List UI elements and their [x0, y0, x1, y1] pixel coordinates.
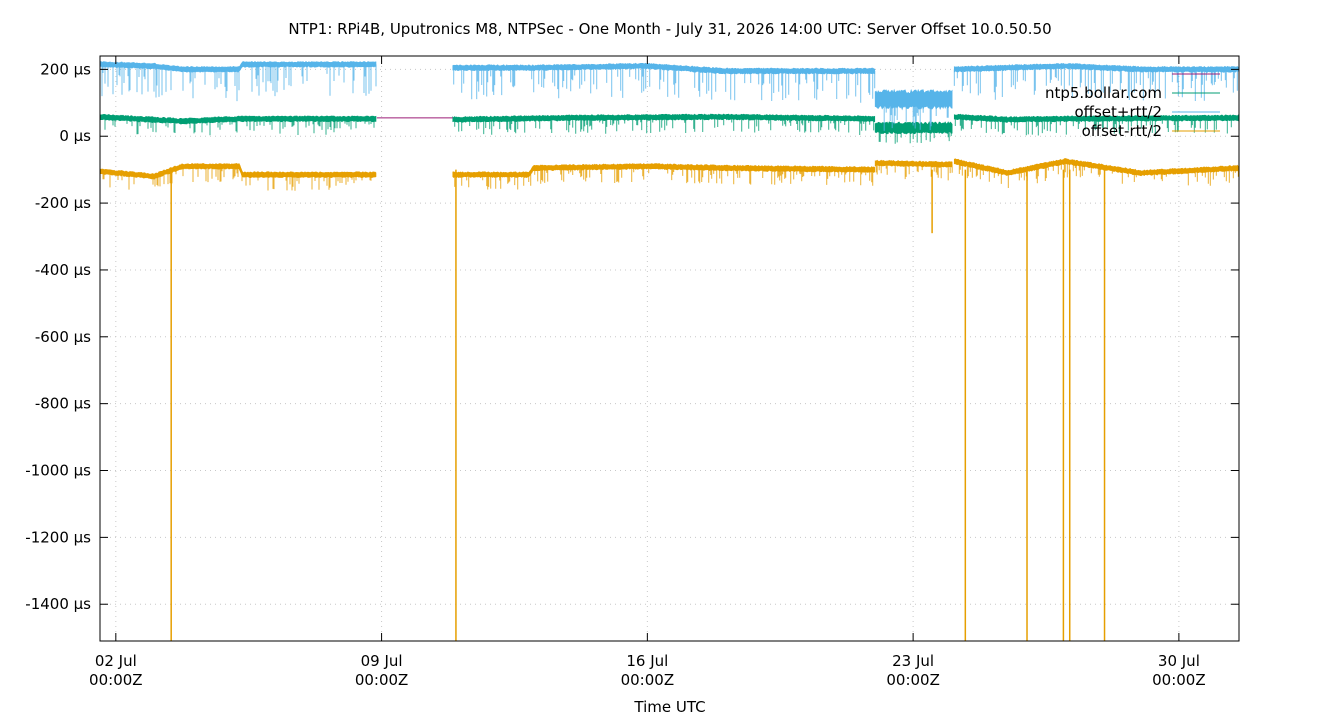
y-tick-label: -1400 µs — [25, 595, 91, 613]
series-band — [953, 62, 1239, 74]
series-band — [953, 113, 1239, 123]
x-tick-label: 00:00Z — [355, 671, 409, 689]
series-band — [99, 113, 377, 125]
series-band — [874, 121, 953, 135]
y-tick-label: 0 µs — [59, 127, 91, 145]
x-tick-label: 16 Jul — [626, 652, 668, 670]
legend-label: offset+rtt/2 — [1074, 103, 1162, 121]
x-tick-label: 02 Jul — [95, 652, 137, 670]
series-offset-rtt-2 — [99, 158, 1239, 641]
y-tick-label: -600 µs — [35, 328, 91, 346]
legend-entry: ntp5.bollar.com — [1045, 84, 1220, 102]
series-band — [452, 163, 876, 179]
series-offset-rtt-2 — [99, 60, 1239, 131]
grid-layer — [100, 56, 1239, 641]
y-tick-label: -1200 µs — [25, 528, 91, 546]
legend-label: offset-rtt/2 — [1082, 122, 1162, 140]
series-band — [99, 60, 377, 73]
x-tick-label: 23 Jul — [892, 652, 934, 670]
series-noise — [878, 127, 952, 144]
x-tick-label: 30 Jul — [1158, 652, 1200, 670]
axes: 200 µs 0 µs -200 µs -400 µs -600 µs -800 µs -1… — [25, 56, 1239, 689]
series-noise — [958, 161, 1239, 188]
y-tick-label: 200 µs — [40, 60, 91, 78]
y-tick-label: -400 µs — [35, 261, 91, 279]
x-tick-label: 09 Jul — [361, 652, 403, 670]
series-noise — [101, 64, 377, 102]
x-tick-label: 00:00Z — [1152, 671, 1206, 689]
legend-entry: offset-rtt/2 — [1082, 122, 1220, 140]
y-tick-label: -800 µs — [35, 395, 91, 413]
legend-entry: offset+rtt/2 — [1074, 103, 1220, 121]
y-tick-label: -1000 µs — [25, 462, 91, 480]
series-noise — [104, 117, 375, 136]
series-band — [99, 162, 377, 180]
series-noise — [954, 116, 1232, 136]
series-noise — [883, 99, 949, 131]
series-noise — [875, 163, 953, 181]
series-noise — [102, 166, 372, 191]
series-noise — [454, 166, 874, 190]
plot-area — [99, 60, 1239, 641]
x-axis-label: Time UTC — [633, 698, 705, 716]
chart-title: NTP1: RPi4B, Uputronics M8, NTPSec - One… — [288, 20, 1051, 38]
x-tick-label: 00:00Z — [621, 671, 675, 689]
y-tick-label: -200 µs — [35, 194, 91, 212]
series-band — [874, 88, 953, 111]
series-noise — [953, 66, 1238, 101]
series-ntp5-bollar-com — [99, 113, 1239, 144]
legend-label: ntp5.bollar.com — [1045, 84, 1162, 102]
series-noise — [453, 66, 876, 103]
x-tick-label: 00:00Z — [886, 671, 940, 689]
series-band — [452, 113, 876, 123]
x-tick-label: 00:00Z — [89, 671, 143, 689]
plot-frame — [99, 55, 1240, 642]
series-noise — [454, 116, 875, 135]
series-band — [874, 159, 953, 169]
